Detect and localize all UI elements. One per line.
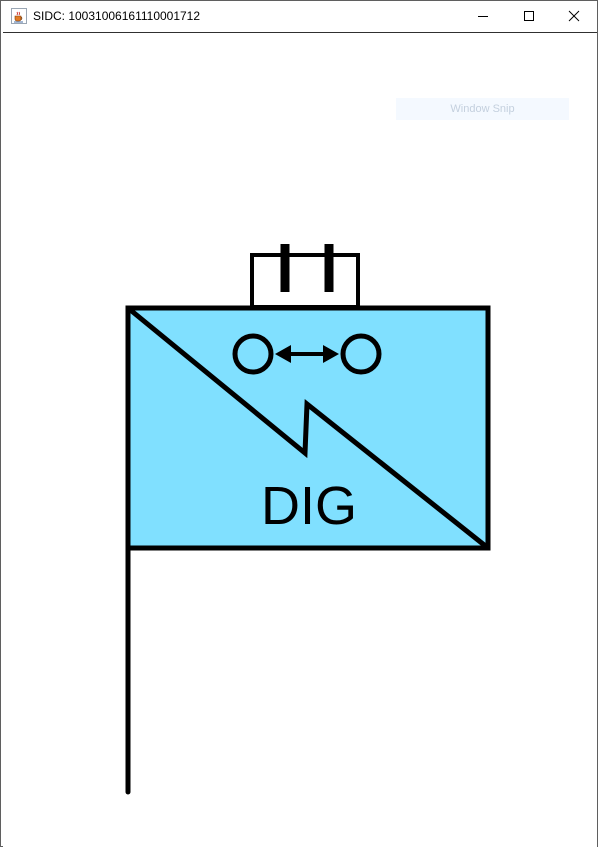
title-bar[interactable]: SIDC: 10031006161110001712 (1, 1, 597, 31)
minimize-icon (478, 16, 488, 17)
window-snip-overlay: Window Snip (396, 98, 569, 120)
symbol-label: DIG (261, 476, 357, 536)
minimize-button[interactable] (460, 1, 506, 31)
close-button[interactable] (551, 1, 597, 31)
window-title: SIDC: 10031006161110001712 (33, 9, 201, 23)
maximize-icon (524, 11, 534, 21)
diagonal-split-icon (126, 306, 490, 550)
bidirectional-arrow-icon (232, 333, 382, 375)
maximize-button[interactable] (506, 1, 552, 31)
java-cup-icon (11, 8, 27, 24)
close-icon (568, 10, 580, 22)
echelon-bars-icon (250, 244, 360, 309)
